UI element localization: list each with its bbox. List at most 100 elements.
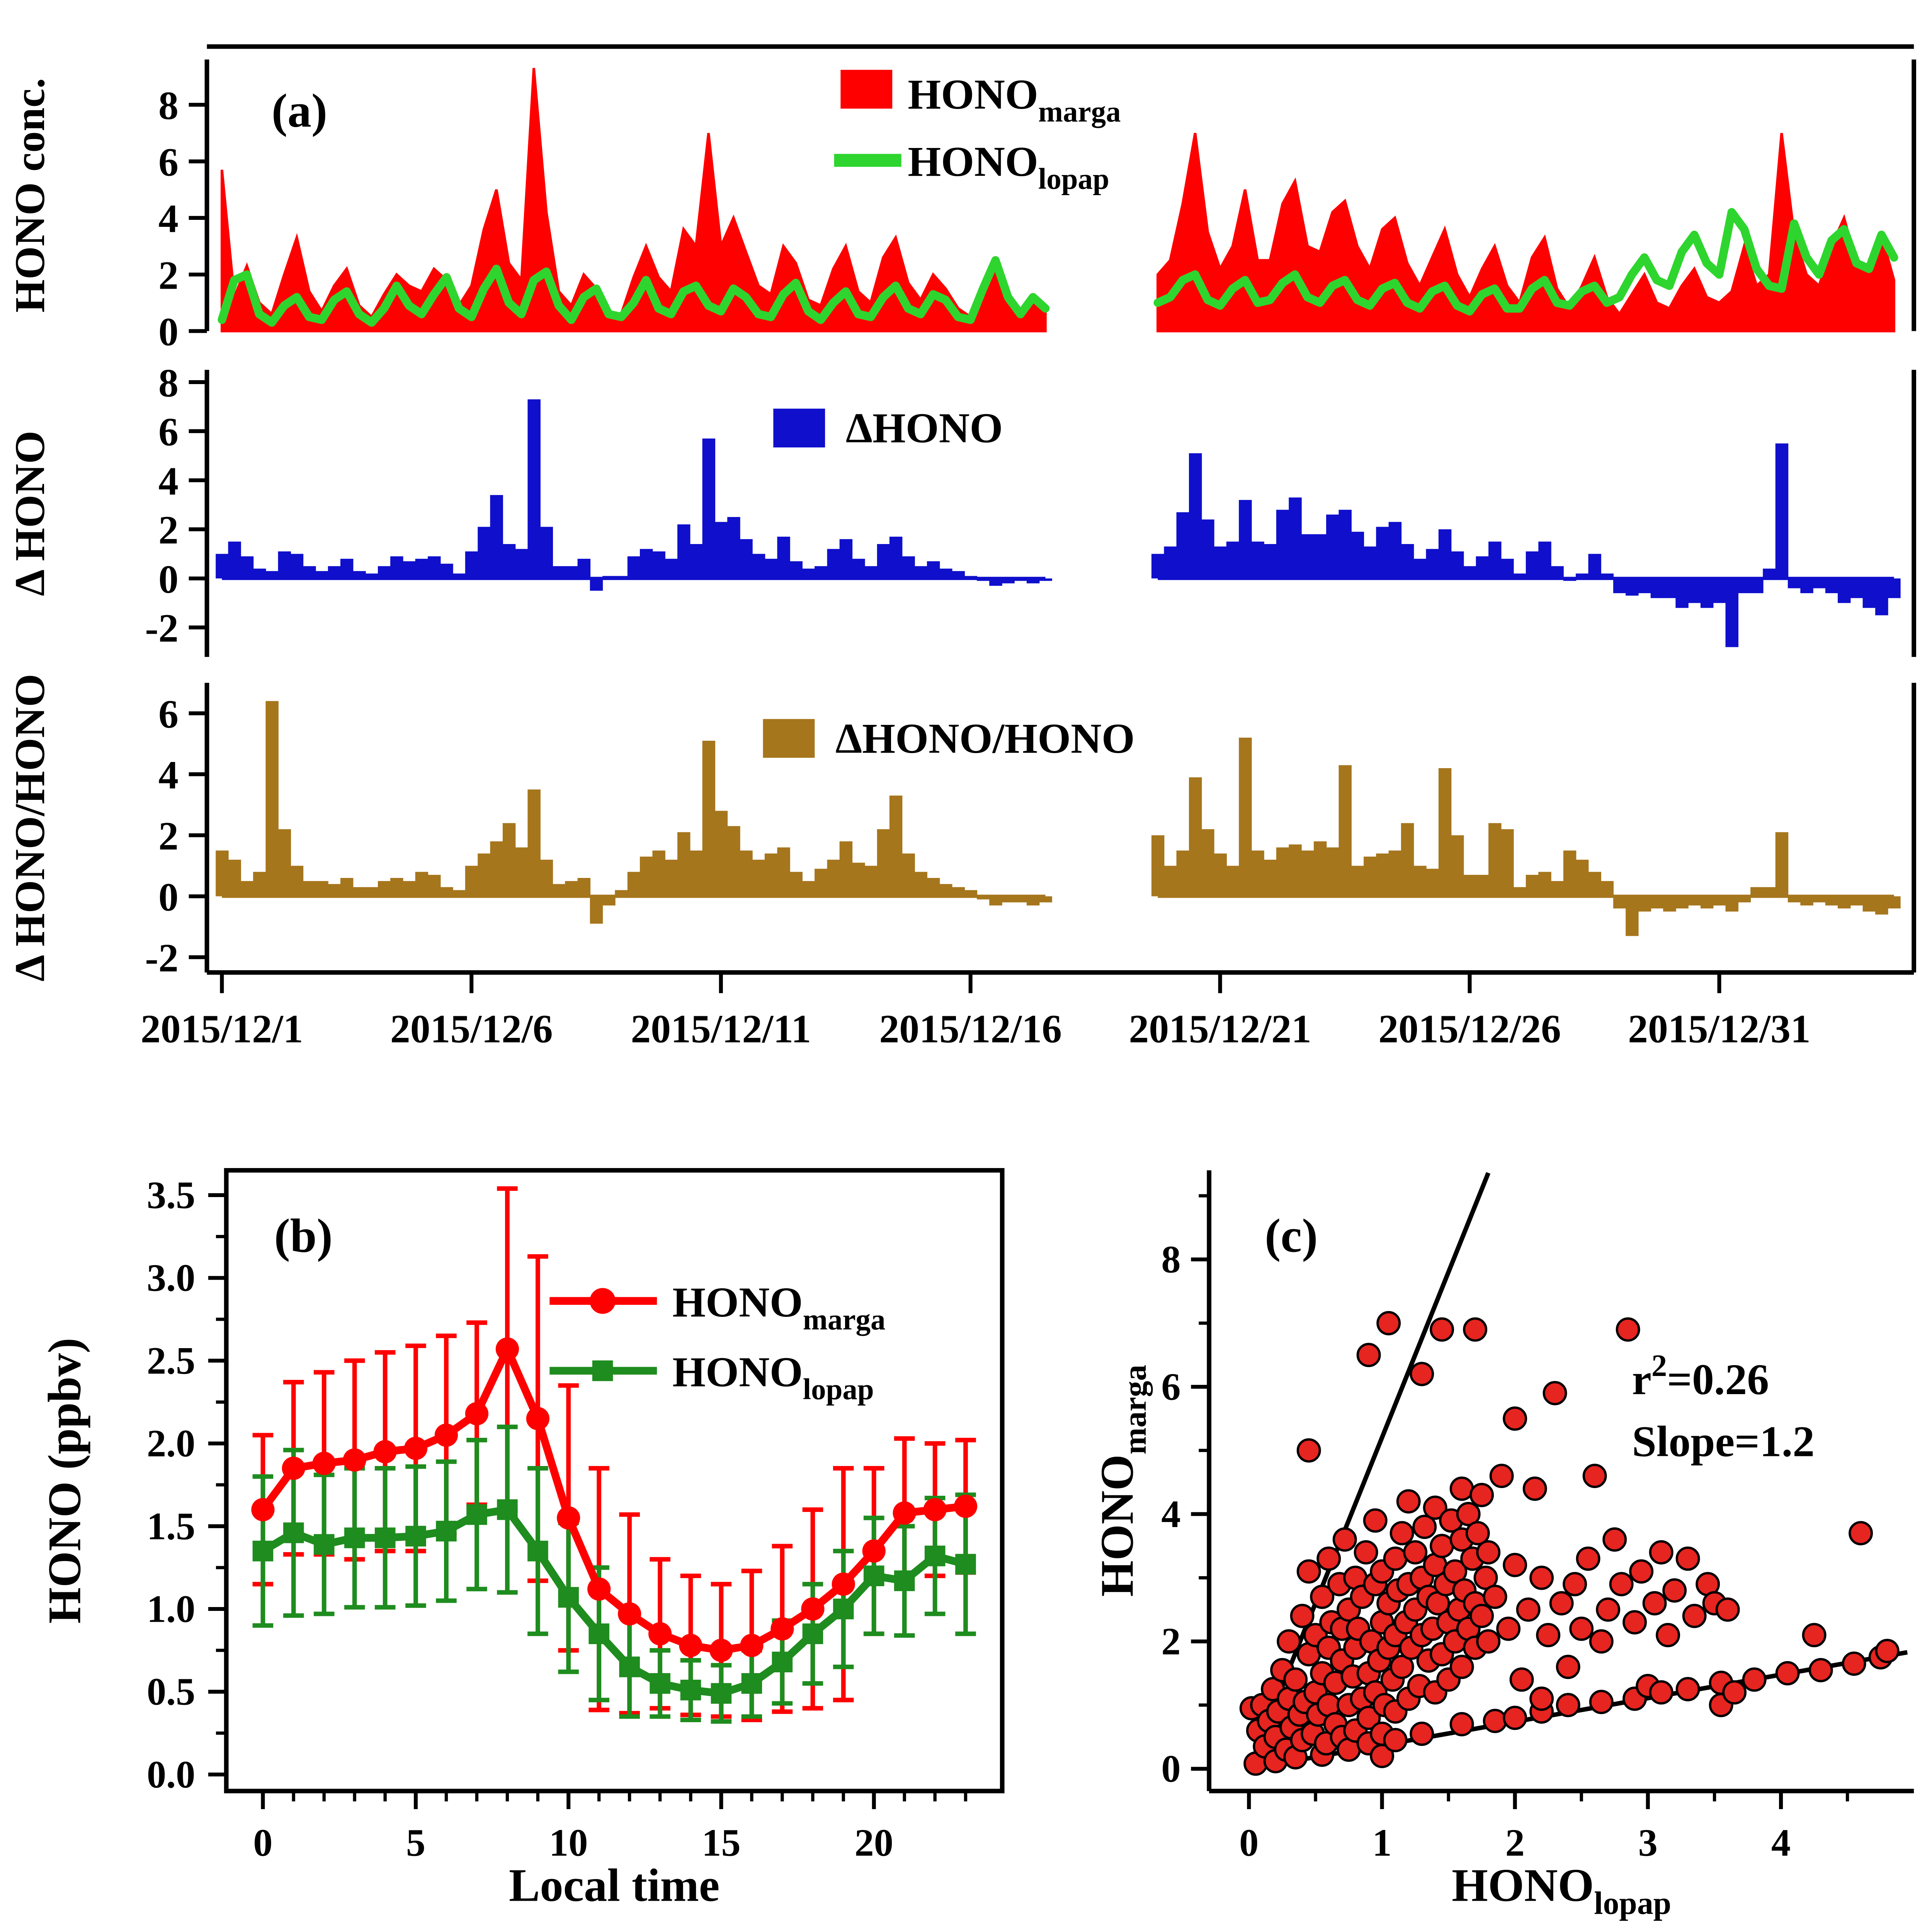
marker-lopap (711, 1683, 732, 1704)
marker-marga (312, 1452, 336, 1475)
marker-lopap (283, 1522, 304, 1543)
bar (1787, 896, 1801, 903)
y-tick-label: 1.5 (147, 1505, 196, 1548)
x-tick-label: 2015/12/6 (390, 1007, 553, 1051)
bar (690, 850, 703, 896)
scatter-point (1556, 1693, 1580, 1718)
b-y-axis-title: HONO (ppbv) (39, 1338, 90, 1624)
scatter-point (1522, 1476, 1547, 1501)
legend-marga-label: HONOmarga (908, 71, 1121, 128)
bar (1738, 896, 1751, 903)
bar (1002, 896, 1015, 903)
scatter-point (1722, 1680, 1747, 1705)
scatter-point (1465, 1521, 1490, 1546)
bar (802, 568, 815, 578)
scatter-point (1649, 1540, 1673, 1565)
bar (1376, 527, 1389, 578)
bar (1226, 866, 1240, 896)
bar (815, 869, 828, 896)
scatter-point (1602, 1527, 1627, 1552)
scatter-point (1576, 1546, 1600, 1571)
marker-lopap (588, 1623, 609, 1645)
bar (315, 881, 328, 896)
bar (1151, 835, 1165, 896)
scatter-point (1389, 1521, 1414, 1546)
bar (652, 551, 665, 578)
bar (1575, 859, 1589, 896)
bar (1189, 777, 1202, 896)
scatter-point (1516, 1597, 1541, 1622)
scatter-point (1469, 1483, 1494, 1507)
bar (1214, 853, 1227, 896)
scatter-point (1449, 1655, 1474, 1679)
bar (852, 862, 865, 896)
bar (1551, 881, 1564, 896)
scatter-point (1649, 1680, 1673, 1705)
bar (1388, 850, 1402, 896)
bar (1825, 578, 1838, 594)
bar (1176, 850, 1189, 896)
bar (1526, 551, 1539, 578)
scatter-point (1363, 1508, 1388, 1533)
scatter-point (1449, 1712, 1474, 1736)
y-tick-label: 2 (158, 509, 179, 553)
bar (989, 896, 1002, 906)
scatter-point (1675, 1677, 1700, 1701)
c-x-axis-title: HONOlopap (1452, 1860, 1671, 1921)
bar (777, 536, 790, 578)
scatter-point (1430, 1317, 1454, 1342)
scatter-point (1682, 1604, 1707, 1628)
bar (216, 554, 229, 578)
scatter-point (1290, 1604, 1315, 1628)
y-tick-label: 2.0 (147, 1422, 196, 1465)
bar (1401, 544, 1414, 578)
bar (415, 559, 429, 578)
bar (1476, 875, 1489, 896)
bar (378, 881, 391, 896)
legend-lopap-label-base: HONO (908, 138, 1038, 185)
bar (1364, 546, 1377, 578)
bar (1775, 443, 1789, 578)
scatter-point (1503, 1706, 1527, 1730)
legend-marga-label-sub: marga (1038, 95, 1121, 128)
bar (1838, 578, 1851, 603)
bar (602, 896, 616, 906)
bar (465, 866, 478, 896)
bar (228, 859, 241, 896)
x-tick-label: 3 (1638, 1821, 1658, 1864)
y-tick-label: 8 (1161, 1238, 1180, 1281)
y-tick-label: 0 (1161, 1747, 1180, 1790)
bar (1376, 853, 1389, 896)
bar (265, 701, 279, 896)
bar (902, 556, 915, 578)
scatter-point (1410, 1721, 1434, 1746)
bar (927, 878, 940, 896)
bar (1563, 850, 1577, 896)
marker-marga (893, 1501, 916, 1525)
bar (440, 887, 453, 896)
bar (490, 841, 503, 896)
x-tick-label: 2015/12/11 (631, 1007, 811, 1051)
scatter-point (1383, 1546, 1408, 1571)
bar (864, 566, 878, 578)
bar (1725, 896, 1738, 912)
slope-annotation: Slope=1.2 (1632, 1417, 1815, 1466)
scatter-point (1483, 1585, 1507, 1609)
bar (478, 853, 491, 896)
bar (1526, 875, 1539, 896)
x-tick-label: 2015/12/21 (1129, 1007, 1311, 1051)
scatter-point (1396, 1489, 1421, 1514)
y-tick-label: 8 (158, 84, 179, 128)
bar (515, 549, 528, 578)
marker-marga (282, 1456, 305, 1480)
bar (577, 878, 591, 896)
bar (752, 554, 765, 578)
scatter-point (1456, 1502, 1481, 1526)
bar (290, 866, 304, 896)
bar (1551, 566, 1564, 578)
bar (1026, 578, 1040, 583)
marker-marga (740, 1634, 764, 1657)
marker-marga (954, 1495, 978, 1518)
bar (677, 524, 690, 578)
